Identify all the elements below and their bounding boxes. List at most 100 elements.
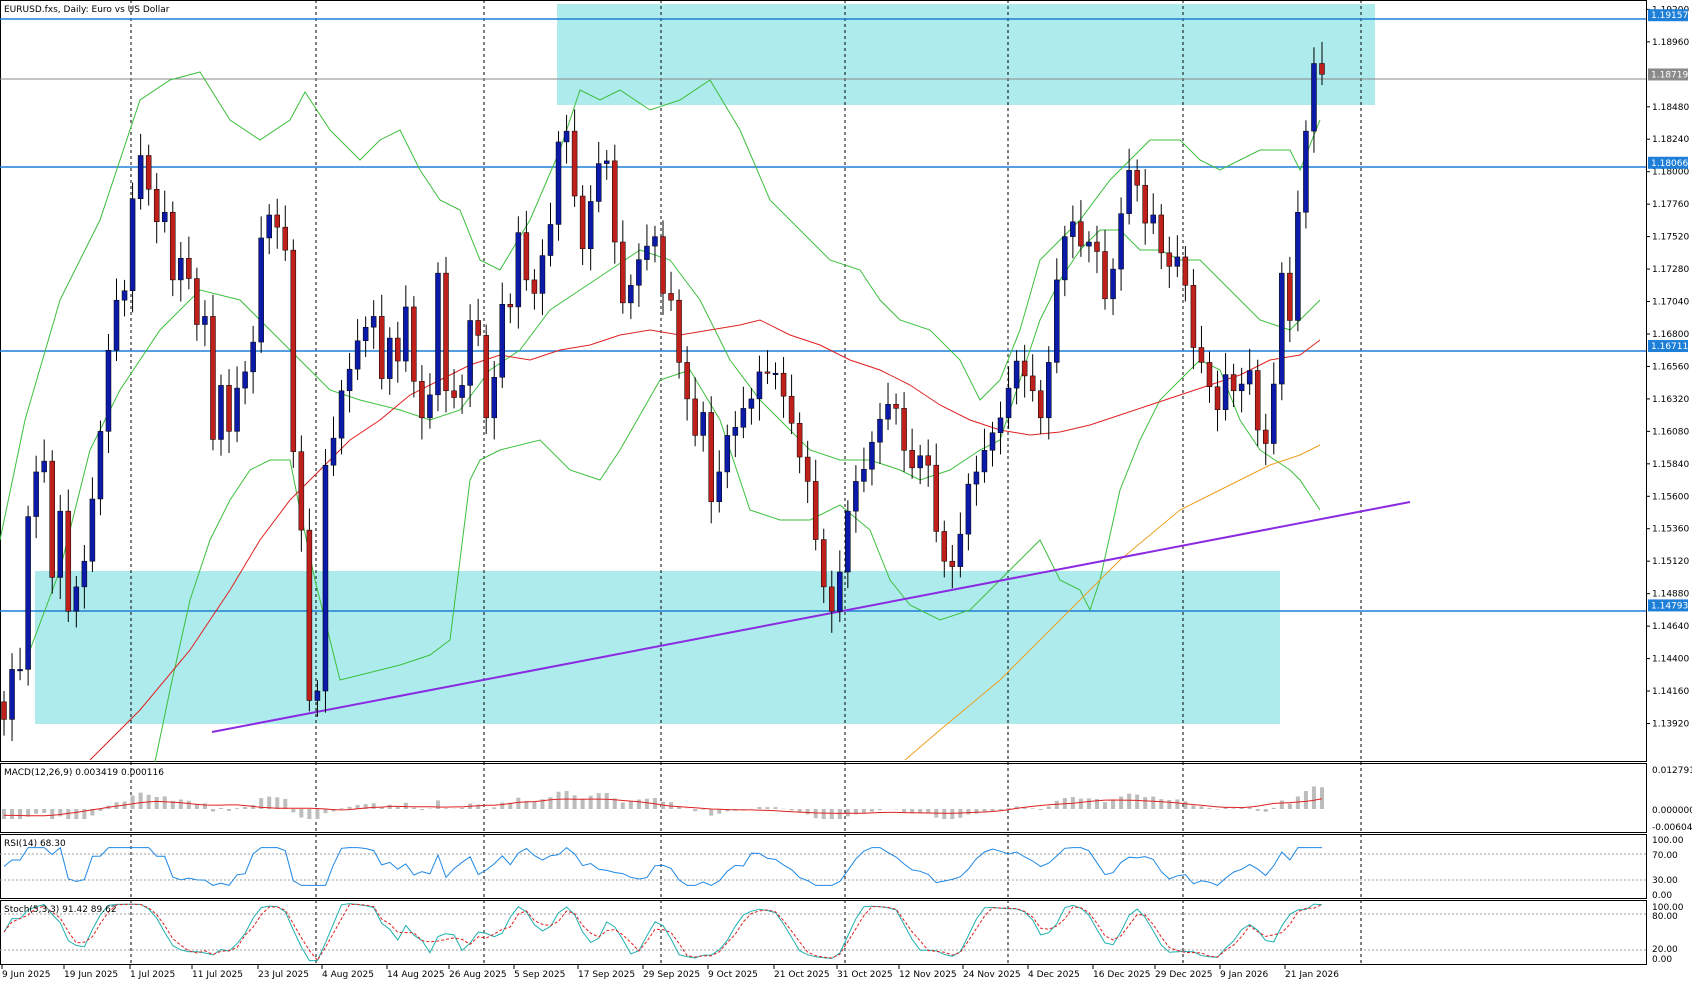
candle-body	[1054, 279, 1060, 363]
candle	[933, 443, 939, 543]
date-axis[interactable]: 9 Jun 2025 19 Jun 2025 1 Jul 2025 11 Jul 20…	[1, 965, 1339, 980]
candle	[861, 447, 867, 493]
candle	[170, 201, 176, 297]
level-price-tag-label: 1.14793	[1651, 601, 1688, 611]
candle-body	[1037, 390, 1044, 419]
macd-bar	[411, 807, 416, 809]
candle-body	[1311, 63, 1317, 132]
macd-bar	[1127, 793, 1132, 809]
candle-body	[49, 460, 55, 578]
candle	[1086, 231, 1092, 263]
candle-body	[740, 408, 747, 428]
candle-body	[684, 362, 690, 400]
macd-bar	[435, 800, 440, 809]
macd-bar	[620, 802, 625, 809]
macd-bar	[42, 809, 47, 813]
macd-bar	[942, 809, 947, 819]
candle	[587, 185, 594, 271]
candle-body	[1, 701, 7, 720]
macd-bar	[18, 809, 23, 819]
macd-bar	[580, 798, 585, 809]
candle-body	[837, 571, 843, 612]
macd-bar	[1014, 806, 1019, 809]
macd-bar	[299, 809, 304, 818]
candlesticks	[1, 41, 1325, 742]
candle	[780, 356, 787, 418]
price-tick-label: 1.15600	[1652, 492, 1689, 502]
price-zones	[35, 4, 1375, 724]
macd-bar	[773, 807, 778, 809]
candle-body	[1222, 374, 1229, 410]
price-tick-label: 1.16800	[1652, 330, 1689, 340]
candle	[515, 216, 522, 329]
candle-body	[435, 272, 441, 396]
candle-body	[362, 326, 369, 342]
level-price-tag-label: 1.19157	[1651, 11, 1688, 21]
macd-bar	[877, 809, 882, 811]
candle-body	[893, 404, 899, 409]
candle	[965, 473, 972, 551]
macd-bar	[532, 801, 537, 809]
date-tick-label: 5 Sep 2025	[514, 970, 565, 980]
candle	[25, 505, 31, 686]
macd-bar	[323, 809, 328, 814]
level-price-tag[interactable]	[1648, 156, 1688, 169]
candle	[893, 393, 899, 425]
candle	[121, 279, 128, 317]
macd-bar	[636, 799, 641, 809]
level-price-tag[interactable]	[1648, 599, 1688, 612]
price-tick-label: 1.16320	[1652, 395, 1689, 405]
macd-bar	[379, 807, 384, 809]
price-axis[interactable]: 1.192001.189601.184801.182401.180001.177…	[1646, 5, 1689, 729]
date-tick-label: 31 Oct 2025	[837, 970, 893, 980]
candle-body	[780, 372, 787, 397]
candle-body	[322, 464, 329, 692]
candle	[603, 150, 610, 180]
candle	[378, 294, 385, 390]
macd-bar	[516, 797, 521, 809]
candle	[258, 216, 264, 353]
candle	[483, 324, 489, 435]
candle-body	[949, 560, 956, 567]
candle-body	[764, 371, 771, 374]
candle-body	[869, 441, 875, 470]
candle-body	[298, 451, 305, 531]
candle	[1311, 47, 1317, 153]
candle-body	[612, 160, 618, 243]
candle-body	[411, 306, 417, 382]
candle	[1062, 225, 1068, 297]
support-trendline[interactable]	[211, 501, 1411, 733]
macd-bar	[950, 809, 955, 819]
candle	[1126, 148, 1132, 225]
candle-body	[226, 385, 232, 432]
candle-body	[877, 418, 883, 443]
candle	[877, 402, 883, 464]
candle-body	[1271, 383, 1277, 444]
macd-bar	[202, 803, 207, 809]
price-tick-label: 1.16080	[1652, 427, 1689, 437]
candle	[1118, 197, 1124, 291]
level-price-tag[interactable]	[1648, 9, 1688, 22]
macd-bar	[1239, 807, 1244, 809]
macd-bar	[974, 809, 979, 814]
candle-body	[105, 349, 112, 432]
bollinger-lower	[154, 359, 1321, 763]
candle-body	[1230, 374, 1237, 392]
level-price-tag[interactable]	[1648, 68, 1688, 81]
candle	[242, 361, 248, 405]
candle-body	[419, 381, 425, 419]
macd-bar	[821, 809, 826, 819]
candle-body	[708, 412, 714, 502]
candle-body	[129, 198, 136, 291]
candle-body	[499, 303, 506, 378]
candle	[1013, 350, 1020, 405]
candle	[1029, 354, 1036, 402]
candle-body	[306, 529, 313, 701]
level-price-tag[interactable]	[1648, 340, 1688, 353]
macd-bar	[1287, 803, 1292, 809]
candle-body	[1206, 362, 1213, 387]
candle	[411, 296, 417, 398]
candle-body	[829, 586, 835, 612]
candle-body	[748, 398, 755, 409]
